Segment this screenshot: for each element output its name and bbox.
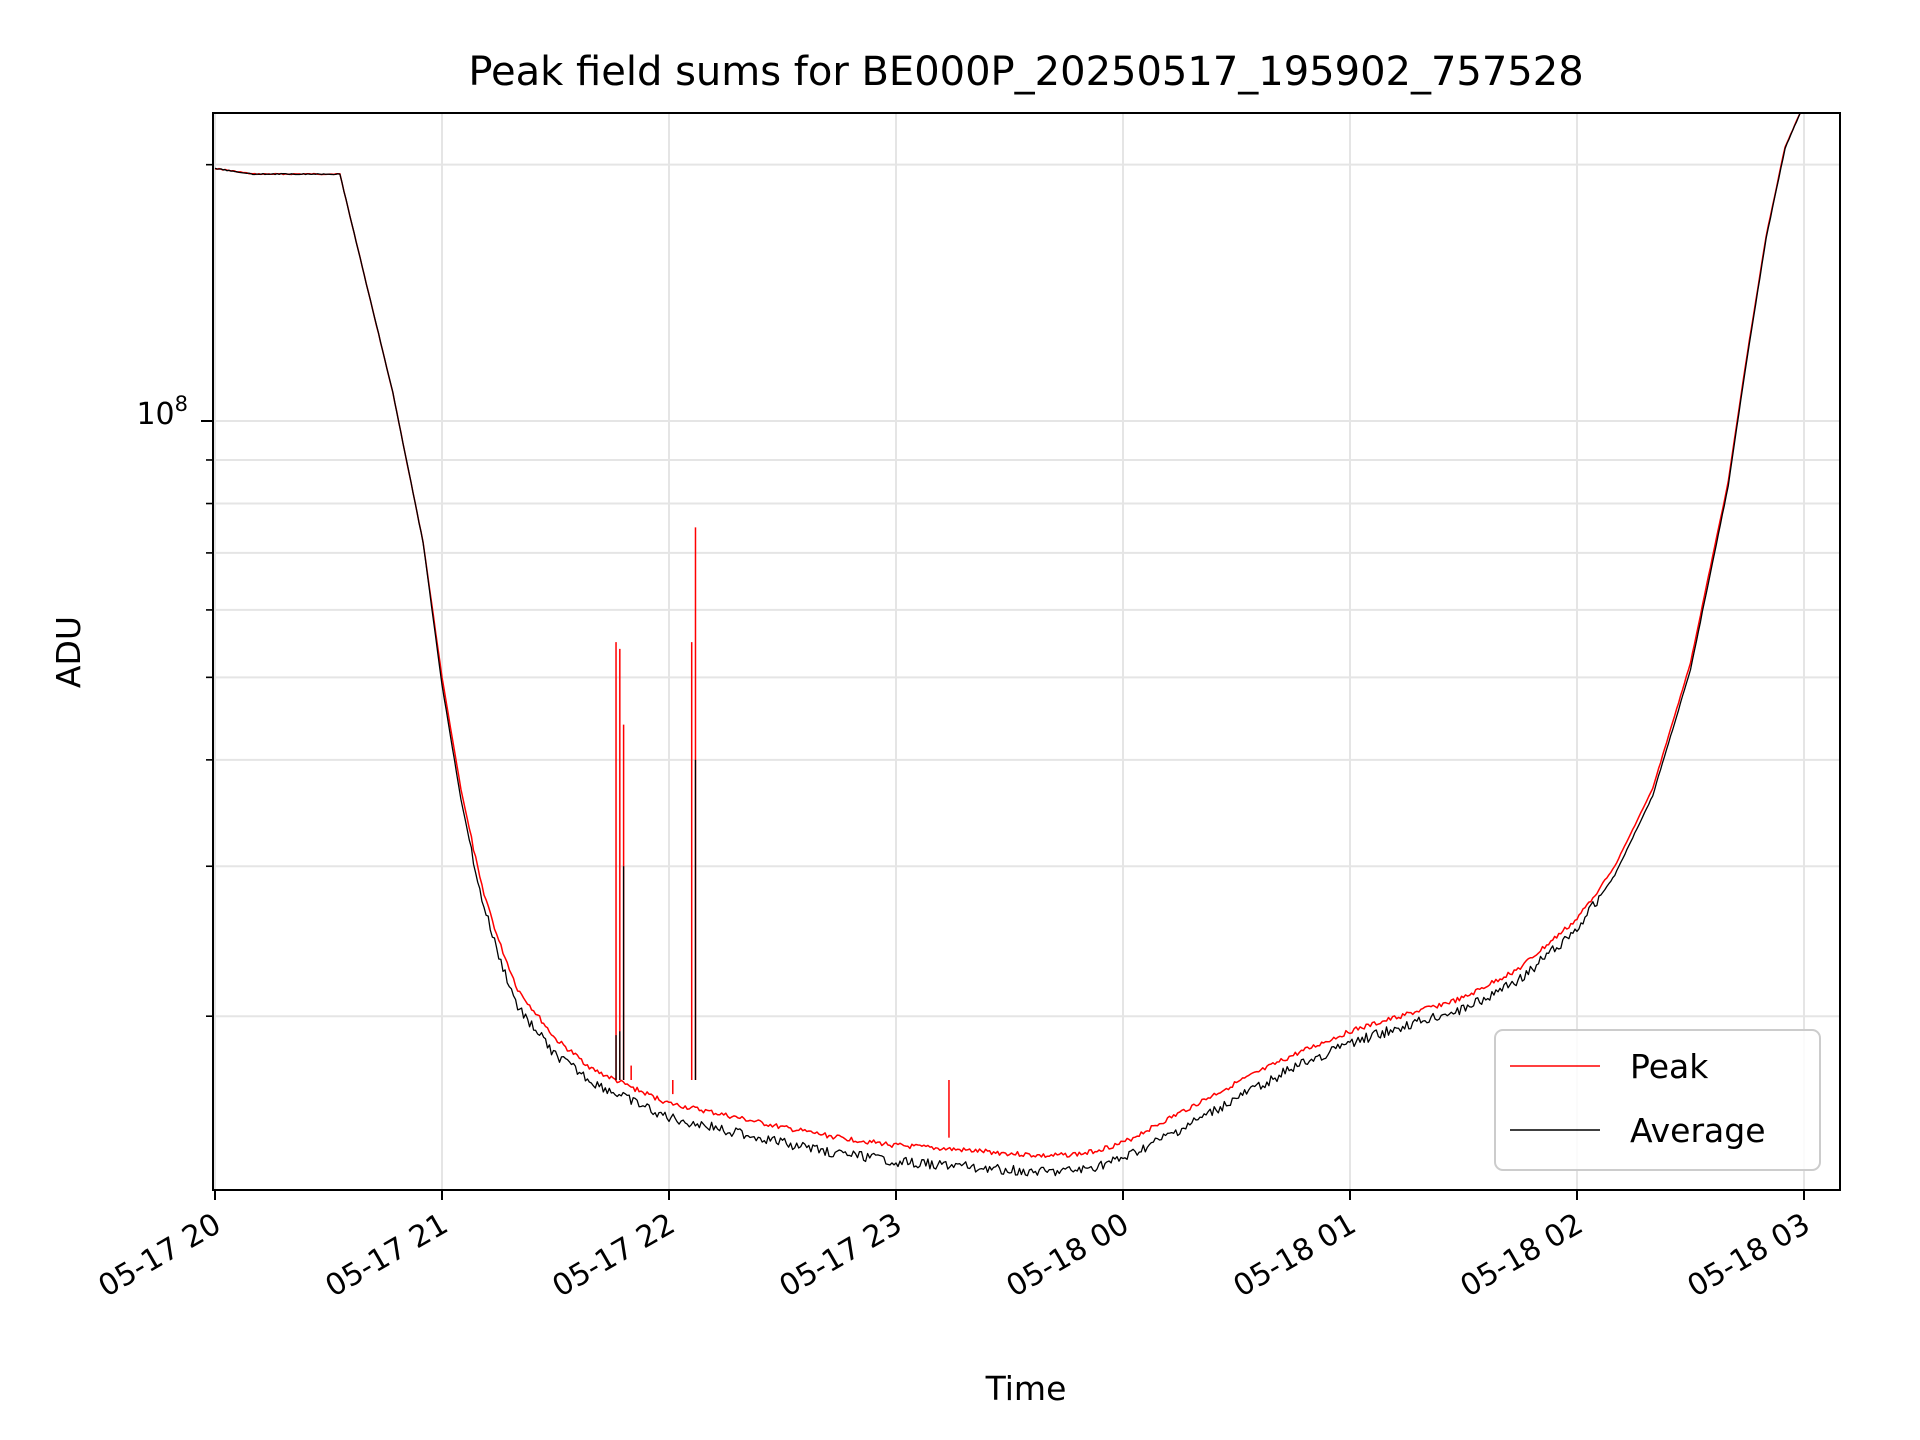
series-line-peak [214,112,1801,1158]
legend-box [1494,1029,1821,1171]
series-layer [214,112,1801,1177]
legend: Peak Average [1494,1029,1821,1171]
legend-label-peak: Peak [1630,1047,1709,1086]
series-line-average [214,112,1801,1177]
legend-label-average: Average [1630,1111,1766,1150]
plot-frame [212,112,1841,1191]
y-axis-title: ADU [49,616,88,688]
x-axis-title: Time [985,1369,1067,1408]
y-axis: 108 [136,163,213,1017]
grid [213,113,1840,1190]
y-tick-label-major: 108 [136,392,188,432]
chart-title: Peak field sums for BE000P_20250517_1959… [468,49,1583,95]
